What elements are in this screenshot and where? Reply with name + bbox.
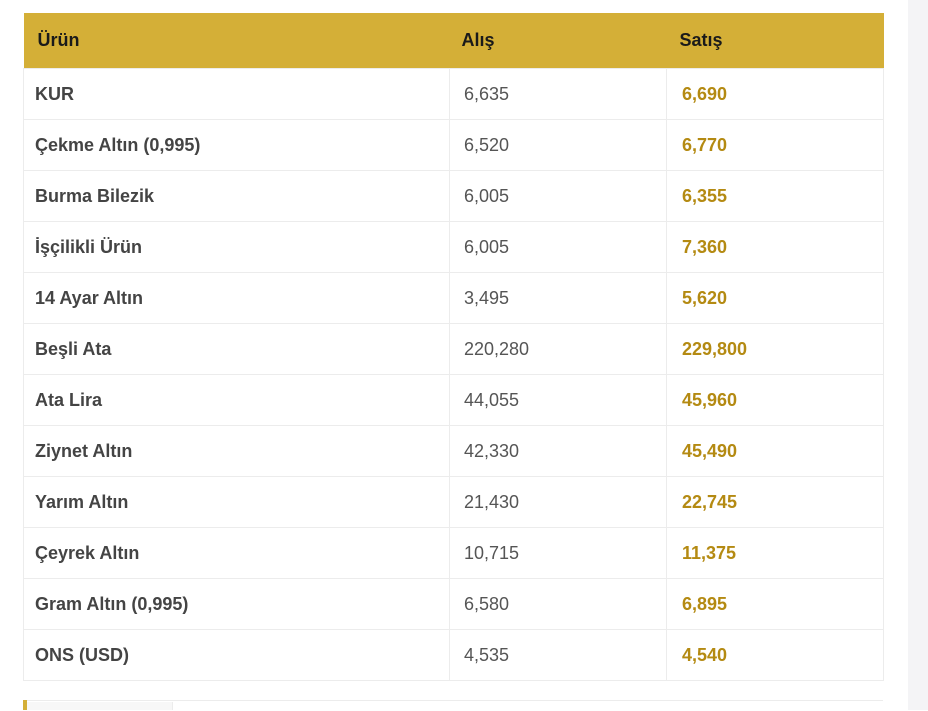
buy-price: 21,430 bbox=[449, 476, 667, 528]
product-name: Yarım Altın bbox=[23, 476, 450, 528]
buy-price: 6,580 bbox=[449, 578, 667, 630]
product-name: KUR bbox=[23, 68, 450, 120]
table-row: Beşli Ata 220,280 229,800 bbox=[23, 323, 884, 375]
gold-price-table-container: Ürün Alış Satış KUR 6,635 6,690 Çekme Altın… bbox=[23, 13, 884, 681]
buy-price: 42,330 bbox=[449, 425, 667, 477]
product-name: Çekme Altın (0,995) bbox=[23, 119, 450, 171]
product-name: İşçilikli Ürün bbox=[23, 221, 450, 273]
buy-price: 6,005 bbox=[449, 170, 667, 222]
buy-price: 44,055 bbox=[449, 374, 667, 426]
bottom-section-divider bbox=[23, 700, 883, 711]
product-name: Ziynet Altın bbox=[23, 425, 450, 477]
header-buy: Alış bbox=[449, 13, 667, 69]
sell-price: 45,490 bbox=[666, 425, 884, 477]
product-name: Ata Lira bbox=[23, 374, 450, 426]
table-row: Burma Bilezik 6,005 6,355 bbox=[23, 170, 884, 222]
buy-price: 3,495 bbox=[449, 272, 667, 324]
sell-price: 6,355 bbox=[666, 170, 884, 222]
product-name: Beşli Ata bbox=[23, 323, 450, 375]
sell-price: 229,800 bbox=[666, 323, 884, 375]
table-row: Ata Lira 44,055 45,960 bbox=[23, 374, 884, 426]
sell-price: 4,540 bbox=[666, 629, 884, 681]
table-row: Çeyrek Altın 10,715 11,375 bbox=[23, 527, 884, 579]
table-row: Gram Altın (0,995) 6,580 6,895 bbox=[23, 578, 884, 630]
page-right-strip bbox=[908, 0, 928, 710]
sell-price: 45,960 bbox=[666, 374, 884, 426]
table-row: KUR 6,635 6,690 bbox=[23, 68, 884, 120]
sell-price: 7,360 bbox=[666, 221, 884, 273]
table-row: Çekme Altın (0,995) 6,520 6,770 bbox=[23, 119, 884, 171]
table-row: Ziynet Altın 42,330 45,490 bbox=[23, 425, 884, 477]
sell-price: 11,375 bbox=[666, 527, 884, 579]
product-name: Burma Bilezik bbox=[23, 170, 450, 222]
table-row: ONS (USD) 4,535 4,540 bbox=[23, 629, 884, 681]
gold-price-table: Ürün Alış Satış KUR 6,635 6,690 Çekme Altın… bbox=[23, 13, 884, 681]
product-name: Çeyrek Altın bbox=[23, 527, 450, 579]
buy-price: 6,005 bbox=[449, 221, 667, 273]
buy-price: 6,635 bbox=[449, 68, 667, 120]
table-row: Yarım Altın 21,430 22,745 bbox=[23, 476, 884, 528]
sell-price: 6,690 bbox=[666, 68, 884, 120]
buy-price: 6,520 bbox=[449, 119, 667, 171]
table-header: Ürün Alış Satış bbox=[23, 13, 884, 69]
bottom-accent-bar bbox=[23, 700, 27, 710]
bottom-tab[interactable] bbox=[27, 702, 173, 710]
buy-price: 10,715 bbox=[449, 527, 667, 579]
product-name: ONS (USD) bbox=[23, 629, 450, 681]
sell-price: 6,895 bbox=[666, 578, 884, 630]
product-name: Gram Altın (0,995) bbox=[23, 578, 450, 630]
table-row: İşçilikli Ürün 6,005 7,360 bbox=[23, 221, 884, 273]
sell-price: 5,620 bbox=[666, 272, 884, 324]
table-row: 14 Ayar Altın 3,495 5,620 bbox=[23, 272, 884, 324]
header-sell: Satış bbox=[666, 13, 884, 69]
buy-price: 220,280 bbox=[449, 323, 667, 375]
sell-price: 22,745 bbox=[666, 476, 884, 528]
product-name: 14 Ayar Altın bbox=[23, 272, 450, 324]
table-body: KUR 6,635 6,690 Çekme Altın (0,995) 6,520 6,7… bbox=[23, 68, 884, 681]
table-header-row: Ürün Alış Satış bbox=[23, 13, 884, 69]
header-product: Ürün bbox=[23, 13, 450, 69]
sell-price: 6,770 bbox=[666, 119, 884, 171]
buy-price: 4,535 bbox=[449, 629, 667, 681]
